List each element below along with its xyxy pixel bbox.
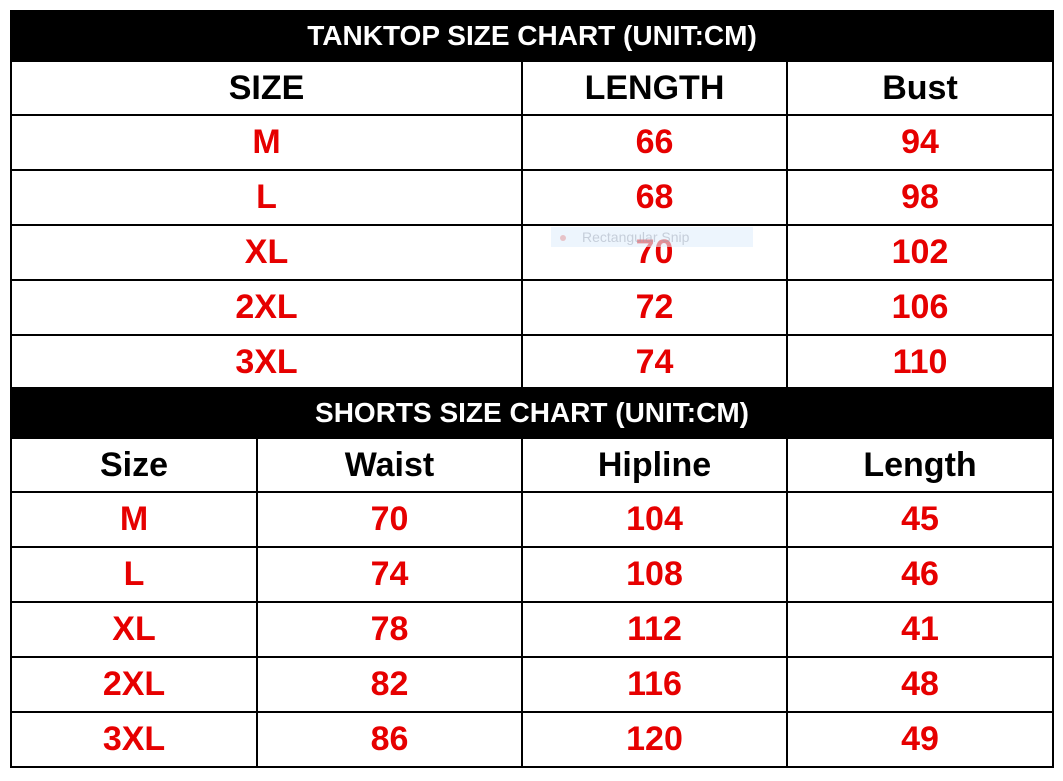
table-cell: L	[10, 546, 258, 603]
table-cell: L	[10, 169, 523, 226]
table-row: 3XL 86 120 49	[10, 711, 1055, 768]
table-row: M 66 94	[10, 114, 1055, 171]
table-cell: 41	[785, 601, 1055, 658]
table-cell: 94	[785, 114, 1055, 171]
shorts-header-row: Size Waist Hipline Length	[10, 437, 1055, 493]
table-cell: 66	[521, 114, 788, 171]
table-cell: 68	[521, 169, 788, 226]
column-header: LENGTH	[521, 60, 788, 116]
snip-tooltip: Rectangular Snip	[551, 227, 753, 247]
table-cell: 74	[521, 334, 788, 391]
tanktop-header-row: SIZE LENGTH Bust	[10, 60, 1055, 116]
shorts-title-row: SHORTS SIZE CHART (UNIT:CM)	[9, 387, 1055, 439]
table-cell: 2XL	[10, 279, 523, 336]
table-row: XL 70 102	[10, 224, 1055, 281]
table-cell: 72	[521, 279, 788, 336]
table-row: XL 78 112 41	[10, 601, 1055, 658]
table-cell: 108	[521, 546, 788, 603]
table-cell: M	[10, 491, 258, 548]
table-cell: 104	[521, 491, 788, 548]
table-cell: 110	[785, 334, 1055, 391]
table-cell: 3XL	[10, 334, 523, 391]
column-header: Hipline	[521, 437, 788, 493]
table-cell: XL	[10, 224, 523, 281]
table-cell: 74	[256, 546, 523, 603]
table-cell: XL	[10, 601, 258, 658]
table-row: L 68 98	[10, 169, 1055, 226]
column-header: Size	[10, 437, 258, 493]
table-row: L 74 108 46	[10, 546, 1055, 603]
shorts-title: SHORTS SIZE CHART (UNIT:CM)	[9, 387, 1055, 439]
table-cell: 82	[256, 656, 523, 713]
snip-label: Rectangular Snip	[582, 229, 690, 245]
table-cell: 45	[785, 491, 1055, 548]
table-cell: M	[10, 114, 523, 171]
tanktop-size-table: TANKTOP SIZE CHART (UNIT:CM) SIZE LENGTH Bu…	[9, 10, 1055, 391]
shorts-size-table: SHORTS SIZE CHART (UNIT:CM) Size Waist Hipl…	[9, 387, 1055, 768]
table-cell: 116	[521, 656, 788, 713]
table-cell: 46	[785, 546, 1055, 603]
column-header: SIZE	[10, 60, 523, 116]
snip-icon	[560, 235, 566, 241]
table-cell: 98	[785, 169, 1055, 226]
table-cell: 2XL	[10, 656, 258, 713]
column-header: Waist	[256, 437, 523, 493]
table-row: 3XL 74 110	[10, 334, 1055, 391]
table-cell: 102	[785, 224, 1055, 281]
column-header: Bust	[785, 60, 1055, 116]
tanktop-title: TANKTOP SIZE CHART (UNIT:CM)	[9, 10, 1055, 62]
table-cell: 49	[785, 711, 1055, 768]
table-cell: 70	[256, 491, 523, 548]
table-cell: 3XL	[10, 711, 258, 768]
table-cell: 86	[256, 711, 523, 768]
table-cell: 106	[785, 279, 1055, 336]
tanktop-title-row: TANKTOP SIZE CHART (UNIT:CM)	[9, 10, 1055, 62]
table-cell: 120	[521, 711, 788, 768]
table-cell: 48	[785, 656, 1055, 713]
table-row: M 70 104 45	[10, 491, 1055, 548]
table-row: 2XL 82 116 48	[10, 656, 1055, 713]
table-row: 2XL 72 106	[10, 279, 1055, 336]
column-header: Length	[785, 437, 1055, 493]
table-cell: 112	[521, 601, 788, 658]
table-cell: 78	[256, 601, 523, 658]
